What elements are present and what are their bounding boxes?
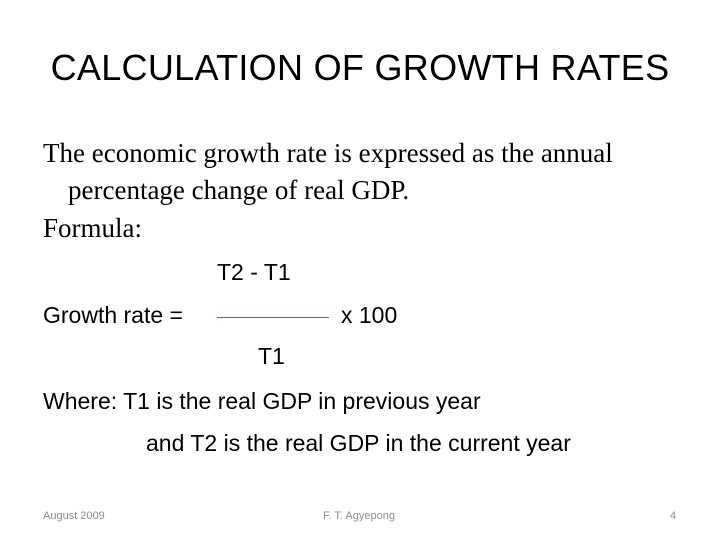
formula-lhs: Growth rate = <box>43 302 183 328</box>
description-line-1: The economic growth rate is expressed as… <box>43 138 613 168</box>
fraction-bar <box>217 317 329 318</box>
formula-multiplier: x 100 <box>341 302 398 328</box>
formula-numerator: T2 - T1 <box>217 259 291 285</box>
slide-title: CALCULATION OF GROWTH RATES <box>50 47 670 88</box>
where-line-1: Where: T1 is the real GDP in previous ye… <box>43 388 481 414</box>
footer-date: August 2009 <box>43 510 105 522</box>
formula-label: Formula: <box>43 213 142 243</box>
where-line-2: and T2 is the real GDP in the current ye… <box>146 430 571 456</box>
footer-page-number: 4 <box>670 510 677 522</box>
description-line-2: percentage change of real GDP. <box>68 175 410 205</box>
formula-denominator: T1 <box>258 343 285 369</box>
footer-author: F. T. Agyepong <box>323 510 395 522</box>
